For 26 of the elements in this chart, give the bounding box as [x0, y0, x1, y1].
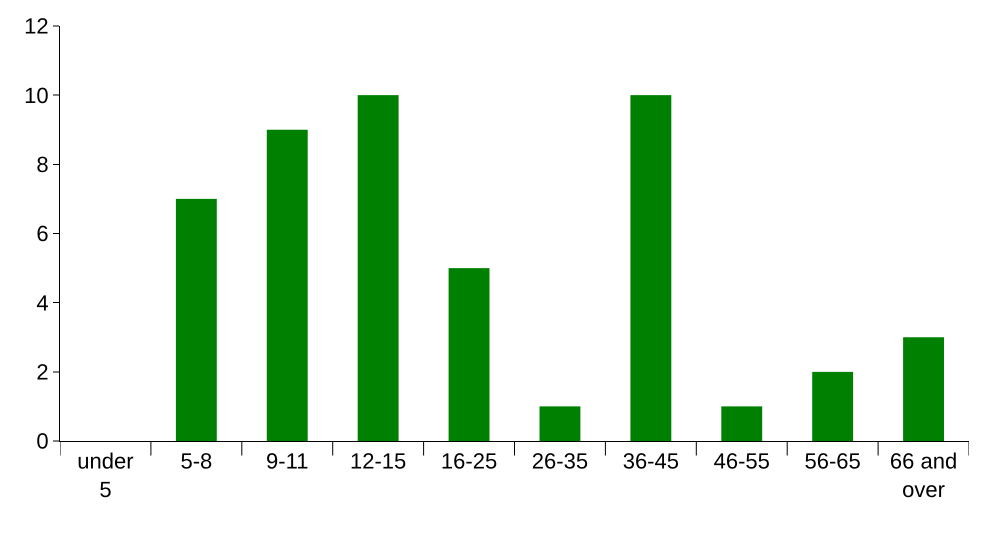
y-tick-label: 10 [24, 82, 49, 108]
x-tick-label: 12-15 [350, 448, 406, 474]
x-tick-label: 26-35 [532, 448, 588, 474]
bar [721, 406, 762, 441]
y-tick-label: 2 [36, 360, 49, 385]
x-tick-label: 66 and over [890, 448, 958, 502]
y-tick-label: 4 [36, 290, 49, 316]
y-tick-label: 0 [36, 428, 49, 454]
x-tick-label: under 5 [77, 448, 134, 502]
y-tick-label: 6 [36, 221, 49, 246]
x-tick-label: 9-11 [266, 448, 308, 474]
bar [448, 268, 490, 441]
x-tick-label: 16-25 [440, 448, 498, 474]
x-tick-label: 56-65 [804, 448, 861, 474]
bar [630, 95, 672, 441]
bar [903, 337, 944, 441]
x-tick-label: 46-55 [714, 448, 770, 474]
x-tick-label: 5-8 [180, 448, 212, 474]
y-tick-label: 8 [36, 152, 49, 178]
bar [358, 95, 399, 441]
bar [266, 130, 308, 441]
bar [812, 372, 854, 441]
x-tick-label: 36-45 [622, 448, 679, 474]
y-tick-label: 12 [24, 14, 49, 39]
bar [540, 406, 580, 441]
bar [176, 198, 217, 441]
